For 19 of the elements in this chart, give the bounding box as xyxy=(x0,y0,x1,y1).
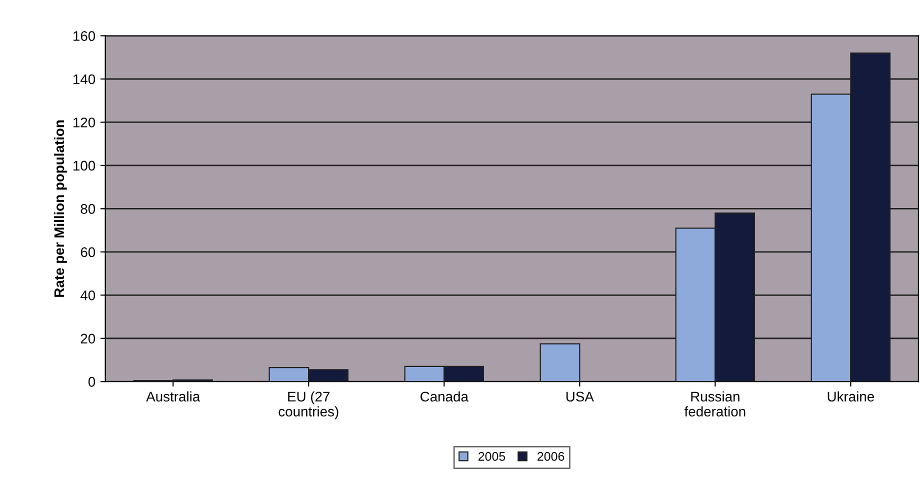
y-tick-label: 100 xyxy=(74,160,96,171)
x-tick-label: USA xyxy=(566,392,594,402)
y-tick-label: 120 xyxy=(74,118,96,128)
x-tick-label: EU (27 countries) xyxy=(278,391,338,420)
legend-label: 2005 xyxy=(478,452,506,461)
x-tick-label: Canada xyxy=(420,391,468,402)
y-axis-title: Rate per Million population xyxy=(54,120,67,297)
y-tick-label: 140 xyxy=(74,74,96,84)
y-tick-label: 40 xyxy=(80,290,96,300)
x-tick-label: Russian federation xyxy=(684,391,746,416)
y-tick-label: 0 xyxy=(88,376,96,387)
x-tick-label: Australia xyxy=(146,391,200,402)
y-tick-label: 80 xyxy=(80,204,96,214)
bar xyxy=(540,343,580,382)
y-tick-label: 20 xyxy=(80,334,96,344)
y-tick-label: 60 xyxy=(80,247,96,258)
y-tick-label: 160 xyxy=(74,31,96,41)
x-tick-label: Ukraine xyxy=(828,391,874,402)
legend-label: 2006 xyxy=(538,452,564,461)
